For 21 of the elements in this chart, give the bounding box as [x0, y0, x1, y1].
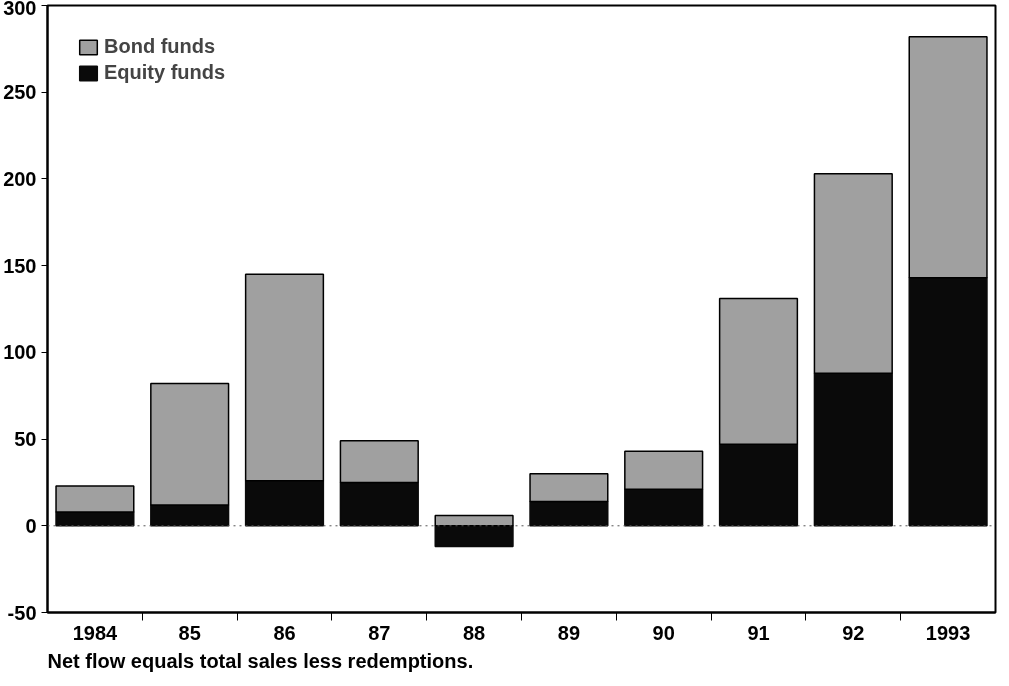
- x-tick-label: 91: [747, 621, 770, 644]
- legend-label: Bond funds: [104, 35, 216, 58]
- x-tick-label: 85: [178, 621, 201, 644]
- y-tick-label: 300: [3, 0, 37, 19]
- y-tick-label: 0: [25, 514, 37, 537]
- x-tick-label: 87: [368, 621, 391, 644]
- y-tick-label: -50: [7, 601, 37, 624]
- y-tick-label: 250: [3, 81, 37, 104]
- text: Net flow equals total sales less redemptions.: [47, 649, 474, 672]
- x-tick-label: 88: [462, 621, 486, 644]
- x-tick-label: 86: [273, 621, 296, 644]
- x-tick-label: 1993: [925, 621, 971, 644]
- y-tick-label: 200: [3, 167, 37, 190]
- y-tick-label: 150: [3, 254, 37, 277]
- y-tick-label: 50: [14, 428, 37, 451]
- x-tick-label: 92: [842, 621, 865, 644]
- x-tick-label: 1984: [72, 621, 119, 644]
- legend-label: Equity funds: [104, 61, 226, 84]
- y-tick-label: 100: [3, 341, 37, 364]
- x-tick-label: 90: [652, 621, 675, 644]
- x-tick-label: 89: [557, 621, 581, 644]
